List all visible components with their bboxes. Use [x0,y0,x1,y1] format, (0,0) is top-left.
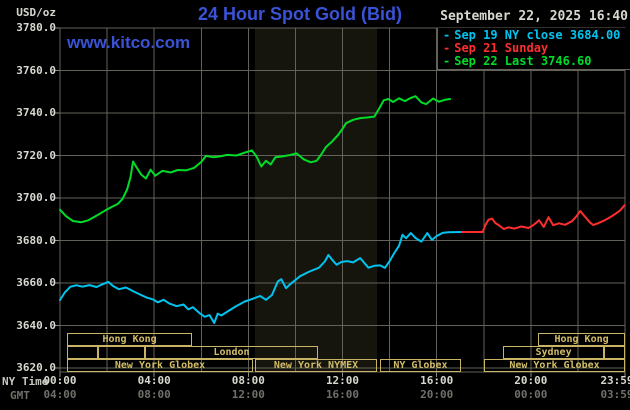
ny-time-tick-label: 20:00 [514,374,548,387]
ny-time-tick-label: 16:00 [420,374,454,387]
sep19-close-line [59,231,463,324]
session-box-london: London [144,346,319,359]
chart-datetime: September 22, 2025 16:40 [440,9,628,24]
ny-time-tick-label: 04:00 [137,374,171,387]
legend-label: Sep 21 Sunday [454,41,549,55]
session-box-new-york-globex: New York Globex [483,359,625,372]
legend-swatch: - [443,54,451,68]
ny-time-tick-label: 08:00 [231,374,265,387]
nymex-session-band [254,28,378,372]
y-axis-unit-label: USD/oz [16,6,56,19]
page-title: 24 Hour Spot Gold (Bid) [198,4,402,24]
session-box-new-york-globex: New York Globex [67,359,254,372]
session-box [97,346,145,359]
session-box-sydney: Sydney [503,346,605,359]
session-box [604,346,625,359]
y-axis-label: 3660.0 [16,276,56,289]
y-axis-label: 3780.0 [16,21,56,34]
y-axis-label: 3740.0 [16,106,56,119]
session-box [67,346,98,359]
session-box-hong-kong: Hong Kong [67,333,193,346]
session-box-hong-kong: Hong Kong [538,333,625,346]
gmt-tick-label: 12:00 [231,388,265,401]
y-axis-label: 3760.0 [16,63,56,77]
gmt-tick-label: 16:00 [325,388,360,401]
legend-label: Sep 19 NY close 3684.00 [454,28,621,42]
gmt-tick-label: 03:59 [600,388,630,401]
session-box-ny-globex: NY Globex [379,359,461,372]
gmt-axis-label: GMT [10,389,30,402]
session-box-new-york-nymex: New York NYMEX [254,359,378,372]
ny-time-axis-label: NY Time [2,375,49,388]
legend-item: - Sep 21 Sunday [443,42,548,55]
kitco-link[interactable]: www.kitco.com [67,33,191,52]
legend-label: Sep 22 Last 3746.60 [454,54,592,68]
gmt-tick-label: 08:00 [137,388,171,401]
sep22-current-line [59,95,452,224]
y-axis-label: 3700.0 [16,191,56,204]
y-axis-label: 3720.0 [16,148,56,162]
y-axis-label: 3680.0 [16,233,56,247]
sep21-sunday-line [460,204,626,233]
legend-swatch: - [443,41,451,55]
y-axis-label: 3620.0 [16,361,56,374]
legend: - Sep 19 NY close 3684.00- Sep 21 Sunday - S… [437,28,630,70]
y-axis-label: 3640.0 [16,318,56,332]
legend-swatch: - [443,28,451,42]
plot-border [59,27,626,373]
ny-time-tick-label: 23:59 [600,374,630,387]
gmt-tick-label: 20:00 [420,388,454,401]
ny-time-tick-label: 00:00 [43,374,77,387]
gmt-tick-label: 00:00 [514,388,548,401]
ny-time-tick-label: 12:00 [325,374,360,387]
legend-item: - Sep 22 Last 3746.60 [443,55,592,68]
gmt-tick-label: 04:00 [43,388,77,401]
legend-item: - Sep 19 NY close 3684.00 [443,29,620,42]
